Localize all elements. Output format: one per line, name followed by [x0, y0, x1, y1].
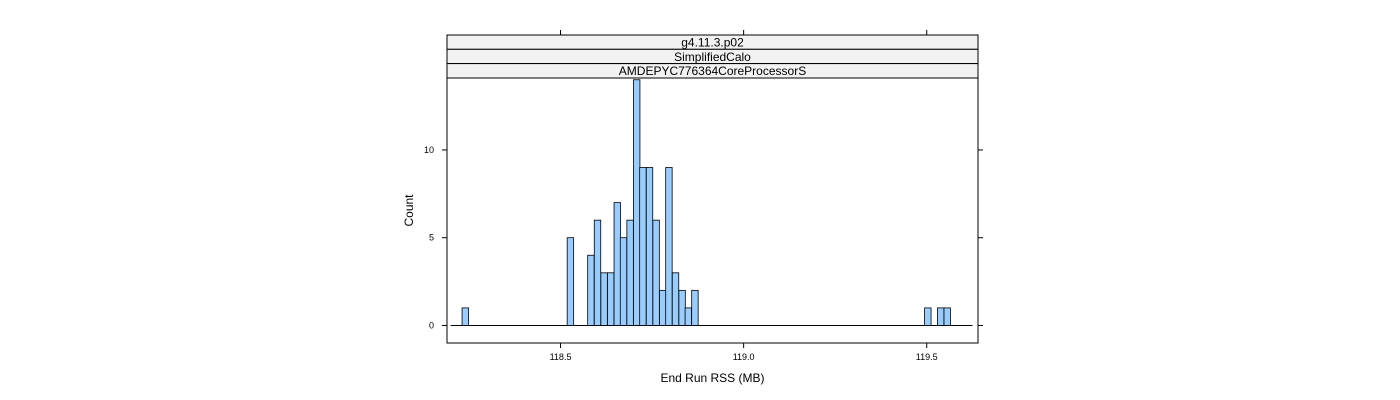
- ticks-group: 118.5 119.0 119.5 0 5 10: [424, 30, 983, 362]
- y-tick-label: 5: [429, 233, 434, 243]
- y-tick-label: 0: [429, 320, 434, 330]
- strip-label-2: SimplifiedCalo: [674, 50, 751, 64]
- histogram-bar: [613, 202, 621, 326]
- histogram-bar: [593, 219, 602, 326]
- histogram-bar: [659, 289, 667, 326]
- histogram-bar: [607, 272, 615, 326]
- strip-label-1: g4.11.3.p02: [681, 36, 744, 50]
- x-tick-label: 119.5: [916, 352, 938, 362]
- histogram-bar: [652, 219, 660, 326]
- strip-label-3: AMDEPYC776364CoreProcessorS: [619, 64, 806, 78]
- histogram-bar: [691, 289, 699, 326]
- bars-group: [461, 79, 951, 326]
- histogram-bar: [587, 254, 595, 326]
- strip-group: g4.11.3.p02 SimplifiedCalo AMDEPYC776364…: [446, 34, 979, 79]
- histogram-bar: [566, 237, 575, 326]
- x-tick-label: 118.5: [550, 352, 572, 362]
- x-axis-label: End Run RSS (MB): [660, 371, 764, 385]
- histogram-bar: [684, 307, 692, 326]
- histogram-bar: [639, 167, 647, 326]
- histogram-bar: [665, 167, 673, 326]
- panel-frame: [446, 77, 979, 344]
- histogram-bar: [600, 272, 608, 326]
- histogram-bar: [924, 307, 932, 326]
- histogram-bar: [461, 307, 469, 326]
- y-axis-label: Count: [402, 194, 416, 227]
- histogram-bar: [645, 167, 654, 326]
- histogram-bar: [619, 237, 628, 326]
- x-tick-label: 119.0: [733, 352, 755, 362]
- y-tick-label: 10: [424, 145, 434, 155]
- histogram-bar: [678, 289, 686, 326]
- histogram-bar: [626, 219, 634, 326]
- histogram-bar: [633, 79, 641, 326]
- histogram-bar: [671, 272, 680, 326]
- histogram-bar: [937, 307, 945, 326]
- histogram-bar: [943, 307, 951, 326]
